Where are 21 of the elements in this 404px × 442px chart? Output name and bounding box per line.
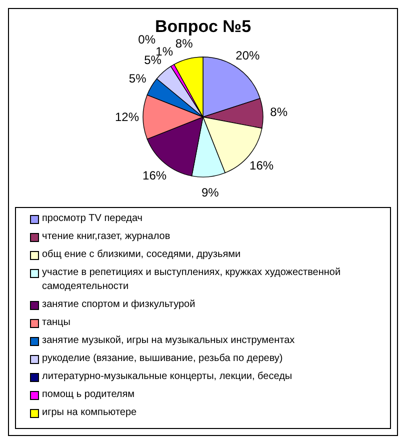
data-label: 8% <box>270 105 288 120</box>
legend-label: игры на компьютере <box>42 406 137 420</box>
legend-label: рукоделие (вязание, вышивание, резьба по дереву) <box>42 352 283 366</box>
data-label: 16% <box>250 158 274 172</box>
legend-label: литературно-музыкальные концерты, лекции, беседы <box>42 370 292 384</box>
data-label: 8% <box>175 36 194 50</box>
legend-label: занятие спортом и физкультурой <box>42 298 196 312</box>
data-label: 20% <box>236 48 260 63</box>
legend-label: чтение книг,газет, журналов <box>42 230 170 244</box>
legend-label: танцы <box>42 316 70 330</box>
data-label: 12% <box>114 110 140 124</box>
legend-label: общ ение с близкими, соседями, друзьями <box>42 248 241 262</box>
legend-label: занятие музыкой, игры на музыкальных инструментах <box>42 334 295 348</box>
data-label: 5% <box>128 71 147 86</box>
data-label: 9% <box>201 186 220 200</box>
text: 0% <box>138 32 156 47</box>
data-label: 16% <box>142 168 167 183</box>
chart-title: Вопрос №5 <box>154 17 252 36</box>
legend-label: участие в репетициях и выступлениях, кружках художественной самодеятельности <box>42 266 342 294</box>
legend-label: просмотр TV передач <box>42 212 142 226</box>
legend-label: помощ ь родителям <box>42 388 135 402</box>
